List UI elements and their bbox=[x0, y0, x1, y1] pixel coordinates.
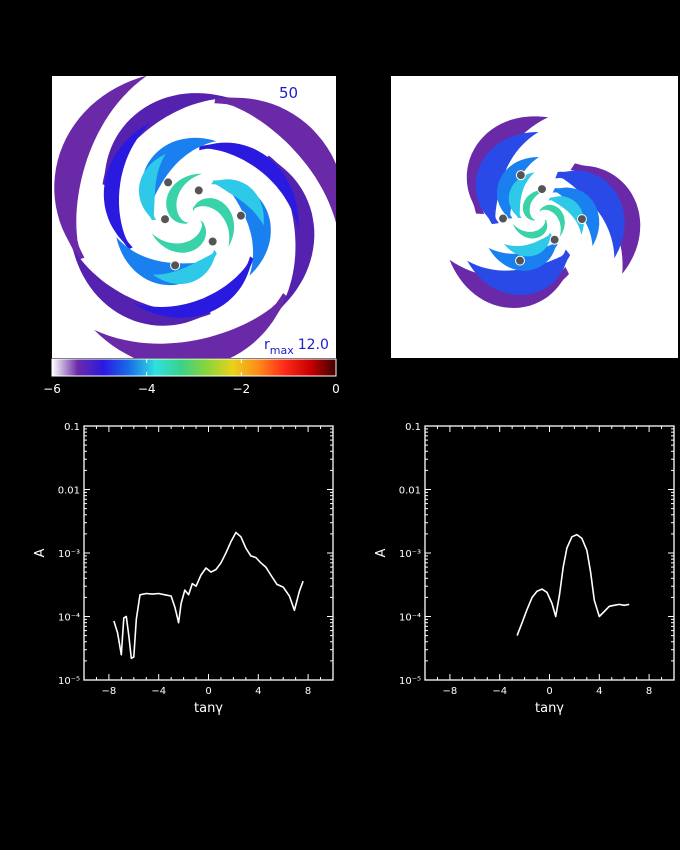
y-tick-label: 10⁻³ bbox=[58, 549, 80, 560]
spiral-arm bbox=[503, 232, 552, 257]
disk-image-left: 50 rmax 12.0 bbox=[52, 76, 336, 358]
spiral-arm bbox=[151, 220, 207, 253]
spiral-arm bbox=[132, 256, 254, 318]
spiral-arm bbox=[139, 154, 166, 220]
x-tick-label: −8 bbox=[443, 686, 458, 697]
spiral-arm bbox=[552, 187, 600, 247]
colorbar-tick-label: −2 bbox=[232, 382, 250, 396]
spiral-arm bbox=[539, 204, 565, 238]
rmax-label: rmax 12.0 bbox=[264, 337, 329, 357]
spiral-arm bbox=[211, 179, 264, 226]
x-tick-label: 8 bbox=[646, 686, 652, 697]
x-tick-label: 4 bbox=[596, 686, 602, 697]
plot-frame bbox=[83, 425, 334, 681]
planet-marker bbox=[515, 170, 526, 181]
planet-marker bbox=[536, 184, 547, 195]
x-axis-label: tanγ bbox=[194, 701, 223, 716]
spiral-arm bbox=[512, 219, 548, 239]
amplitude-curve bbox=[113, 531, 304, 660]
spiral-arm bbox=[72, 247, 211, 326]
spiral-arm bbox=[548, 196, 584, 235]
x-tick-label: 0 bbox=[546, 686, 552, 697]
x-tick-label: 4 bbox=[255, 686, 261, 697]
spiral-arms bbox=[449, 116, 641, 308]
x-axis-label: tanγ bbox=[535, 701, 564, 716]
spiral-arm bbox=[570, 163, 641, 274]
y-axis-label: A bbox=[374, 548, 389, 557]
spiral-arm bbox=[214, 96, 336, 223]
x-tick-label: −4 bbox=[492, 686, 507, 697]
planet-marker bbox=[515, 255, 526, 266]
x-tick-label: 8 bbox=[305, 686, 311, 697]
colorbar-tick-label: −6 bbox=[43, 382, 61, 396]
y-tick-label: 10⁻⁵ bbox=[399, 676, 421, 687]
y-tick-label: 10⁻⁴ bbox=[399, 613, 421, 624]
planet-marker bbox=[549, 234, 560, 245]
spiral-arm bbox=[467, 249, 571, 295]
amplitude-plot-right: −8 −4 0 4 8 10⁻⁵ 10⁻⁴ 10⁻³ 0.01 0.1 tanγ A bbox=[374, 422, 675, 716]
planet-marker bbox=[207, 236, 218, 247]
spiral-arm bbox=[265, 155, 315, 309]
spiral-arm bbox=[475, 132, 539, 225]
spiral-arm bbox=[54, 76, 147, 260]
planet-marker bbox=[498, 213, 509, 224]
x-tick-label: −4 bbox=[151, 686, 166, 697]
y-tick-label: 0.01 bbox=[399, 486, 421, 497]
spiral-arm bbox=[555, 170, 625, 259]
frame-number-label: 50 bbox=[279, 84, 298, 102]
spiral-arm bbox=[522, 189, 548, 221]
colorbar: −6 −4 −2 0 bbox=[43, 358, 340, 396]
spiral-arm bbox=[497, 157, 539, 219]
spiral-arm bbox=[94, 293, 289, 358]
spiral-arm bbox=[199, 142, 299, 230]
y-axis-label: A bbox=[33, 548, 48, 557]
planet-marker bbox=[193, 185, 204, 196]
spiral-arm bbox=[152, 249, 217, 284]
planet-markers bbox=[498, 170, 587, 266]
spiral-arm bbox=[102, 93, 229, 186]
spiral-arms bbox=[54, 76, 336, 358]
y-tick-label: 10⁻⁴ bbox=[58, 613, 80, 624]
spiral-arm bbox=[508, 172, 535, 218]
colorbar-ticks: −6 −4 −2 0 bbox=[43, 359, 340, 396]
planet-marker bbox=[576, 214, 587, 225]
y-tick-label: 0.1 bbox=[405, 422, 421, 433]
spiral-arm bbox=[192, 198, 235, 248]
planet-markers bbox=[160, 177, 246, 271]
planet-marker bbox=[170, 260, 181, 271]
planet-marker bbox=[235, 210, 246, 221]
x-tick-label: −8 bbox=[102, 686, 117, 697]
x-tick-label: 0 bbox=[205, 686, 211, 697]
planet-marker bbox=[160, 214, 171, 225]
colorbar-gradient bbox=[51, 358, 337, 377]
colorbar-tick-label: 0 bbox=[332, 382, 340, 396]
amplitude-plot-left: −8 −4 0 4 8 10⁻⁵ 10⁻⁴ 10⁻³ 0.01 0.1 tanγ A bbox=[33, 422, 334, 716]
plot-frame bbox=[424, 425, 675, 681]
y-tick-label: 0.1 bbox=[64, 422, 80, 433]
spiral-arm bbox=[141, 137, 217, 212]
spiral-arm bbox=[166, 173, 203, 224]
amplitude-curve bbox=[516, 533, 630, 636]
colorbar-tick-label: −4 bbox=[138, 382, 156, 396]
y-tick-label: 0.01 bbox=[58, 486, 80, 497]
y-tick-label: 10⁻⁵ bbox=[58, 676, 80, 687]
disk-image-right bbox=[391, 76, 678, 358]
planet-marker bbox=[163, 177, 174, 188]
spiral-arm bbox=[103, 122, 152, 250]
y-tick-label: 10⁻³ bbox=[399, 549, 421, 560]
